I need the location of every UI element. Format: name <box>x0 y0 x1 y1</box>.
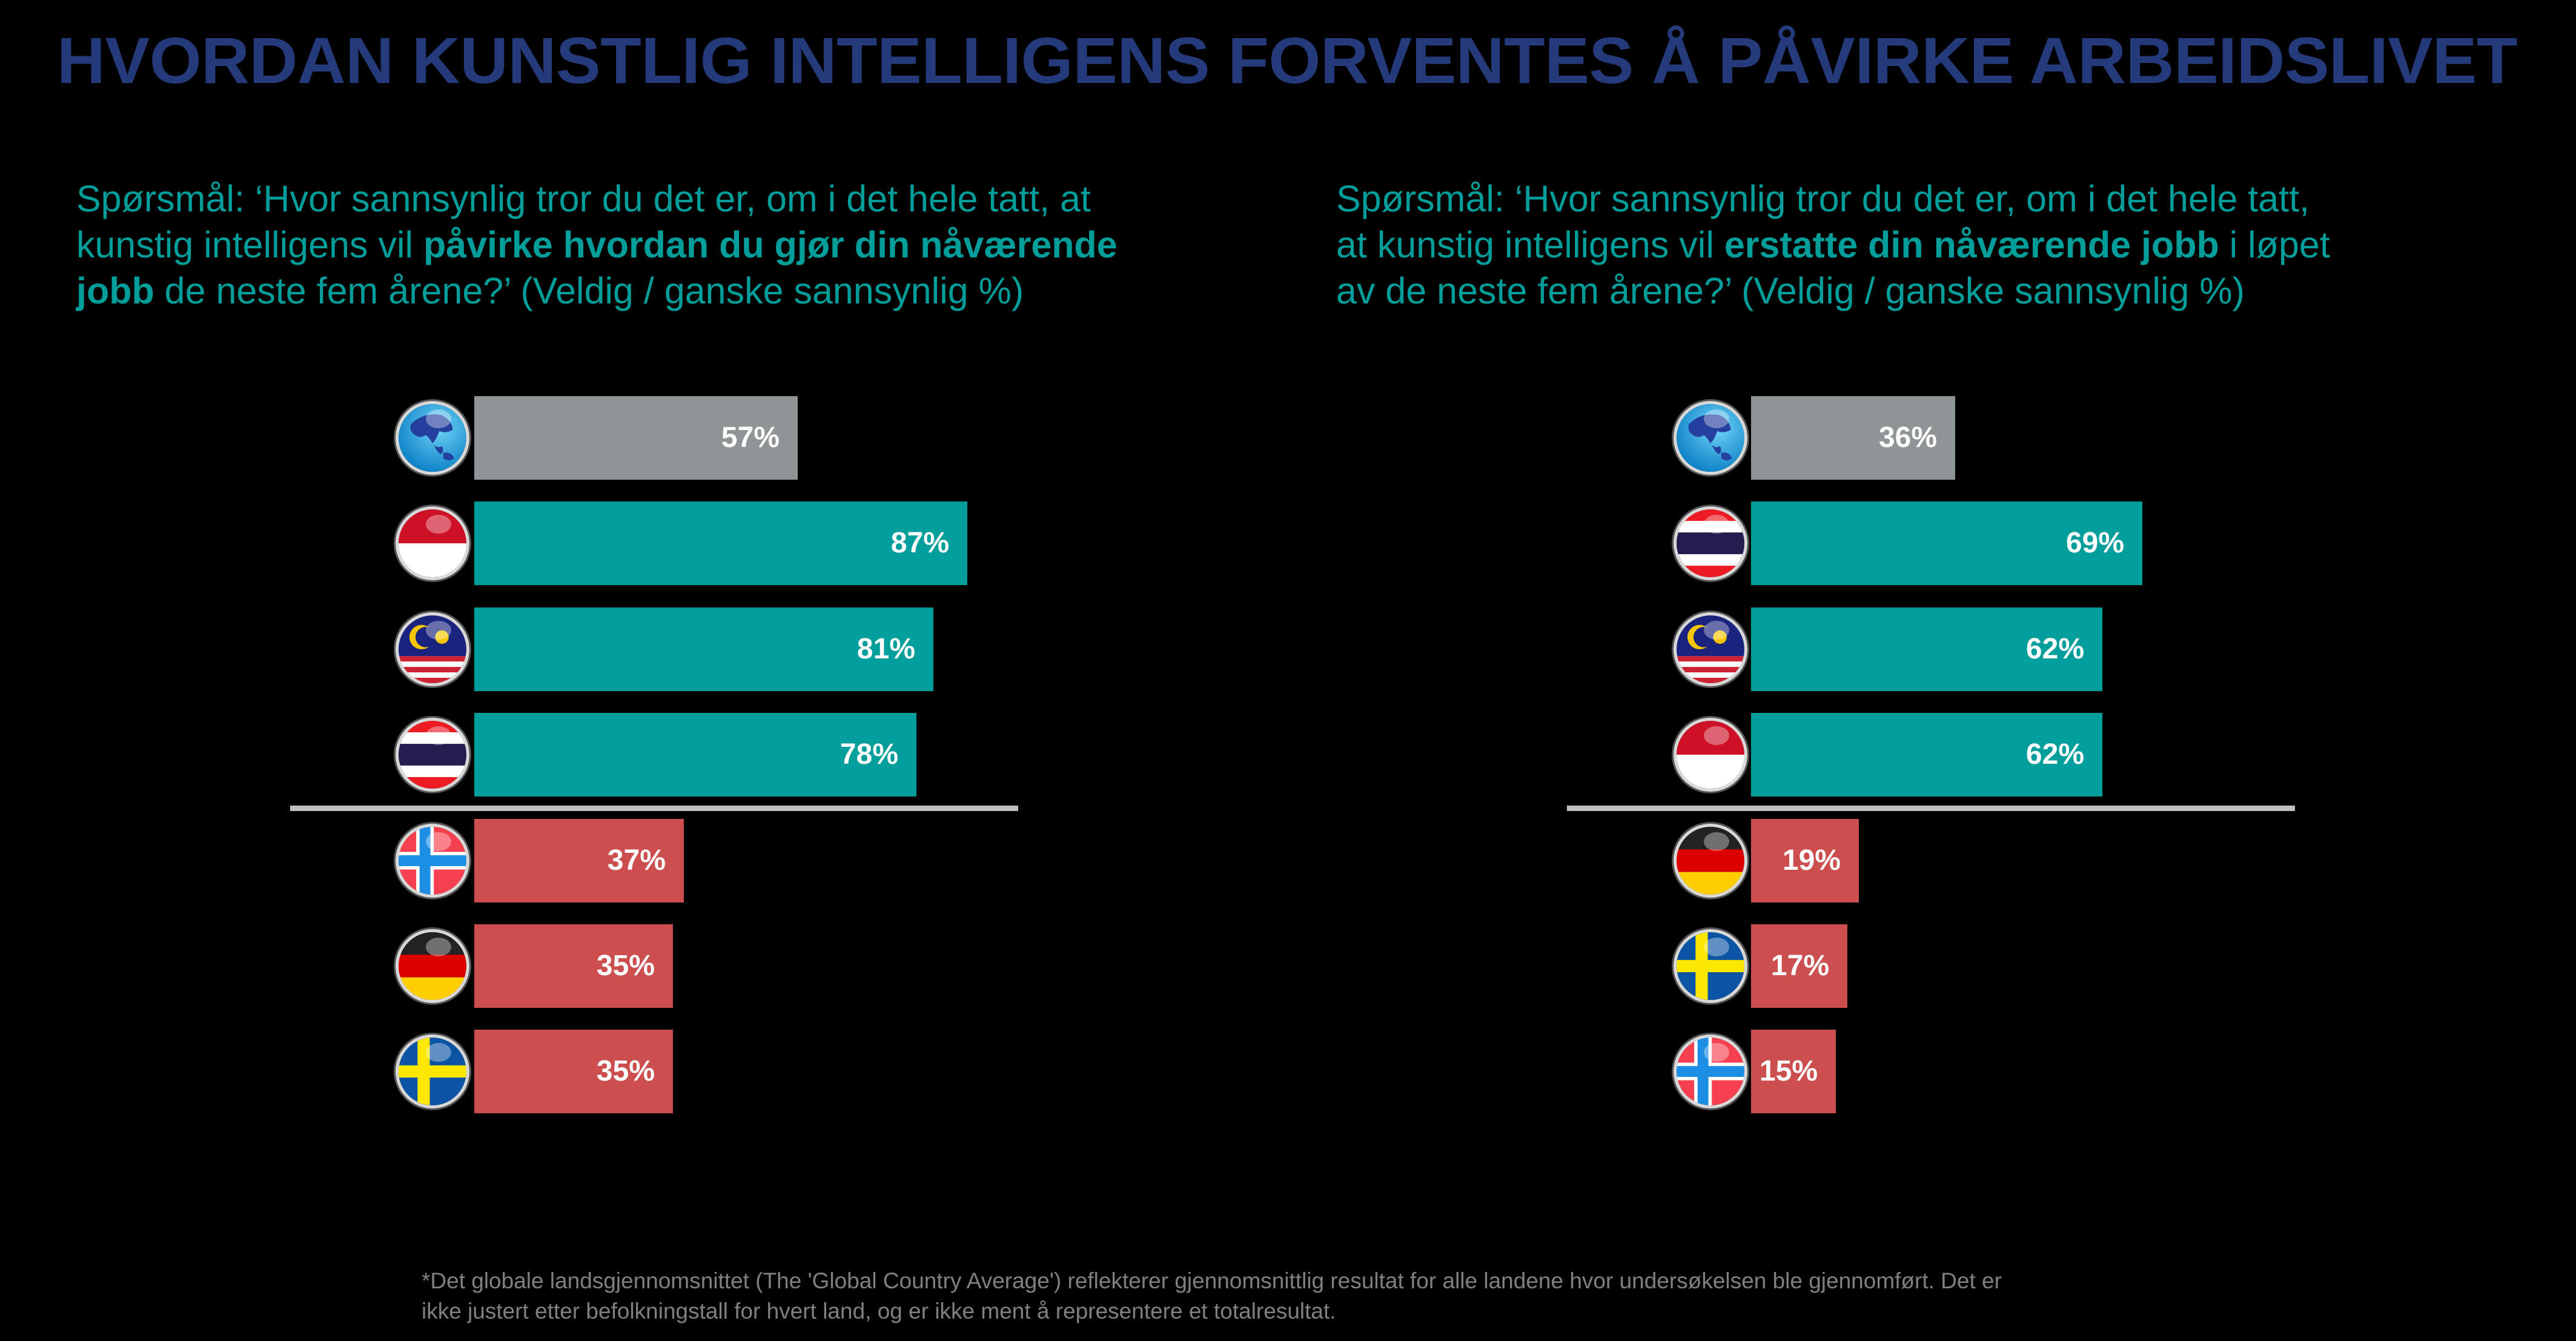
bar: 57% <box>474 396 798 480</box>
indonesia-flag-icon <box>396 506 469 580</box>
bar-value-label: 62% <box>2025 738 2084 770</box>
bar-value-label: 87% <box>890 527 949 559</box>
left-group-separator <box>290 806 1018 811</box>
bar: 87% <box>474 502 967 585</box>
left-question-line-2: kunstig intelligens vil påvirke hvordan … <box>76 222 1117 268</box>
right-question-text: at kunstig intelligens vil <box>1336 224 1724 265</box>
norway-flag-icon <box>396 824 469 898</box>
footnote: *Det globale landsgjennomsnittet (The 'G… <box>422 1266 2239 1326</box>
bar-value-label: 19% <box>1782 844 1841 876</box>
indonesia-flag-icon <box>1674 718 1747 792</box>
left-question: Spørsmål: ‘Hvor sannsynlig tror du det e… <box>76 176 1117 314</box>
left-question-line-1: Spørsmål: ‘Hvor sannsynlig tror du det e… <box>76 178 1091 219</box>
bar-value-label: 36% <box>1878 422 1937 454</box>
sweden-flag-icon <box>1674 929 1747 1003</box>
bar: 78% <box>474 713 916 796</box>
bar: 37% <box>474 819 684 902</box>
right-question-emphasis: erstatte din nåværende jobb <box>1724 224 2219 265</box>
bar: 35% <box>474 924 673 1008</box>
right-question-line-2: at kunstig intelligens vil erstatte din … <box>1336 222 2330 268</box>
malaysia-flag-icon <box>1674 612 1747 686</box>
page-title: HVORDAN KUNSTLIG INTELLIGENS FORVENTES Å… <box>57 24 2518 97</box>
bar: 17% <box>1751 924 1847 1008</box>
bar-value-label: 37% <box>607 844 666 876</box>
bar-value-label: 17% <box>1770 950 1829 982</box>
bar-value-label: 62% <box>2025 633 2084 665</box>
bar: 19% <box>1751 819 1859 902</box>
norway-flag-icon <box>1674 1035 1747 1108</box>
left-question-text: kunstig intelligens vil <box>76 224 424 265</box>
bar: 15% <box>1751 1030 1836 1113</box>
bar-value-label: 78% <box>839 738 898 770</box>
bar-value-label: 69% <box>2065 527 2124 559</box>
bar-value-label: 35% <box>596 950 655 982</box>
footnote-line-2: ikke justert etter befolkningstall for h… <box>422 1299 1336 1323</box>
footnote-line-1: *Det globale landsgjennomsnittet (The 'G… <box>422 1268 2002 1293</box>
right-group-separator <box>1567 806 2295 811</box>
right-question: Spørsmål: ‘Hvor sannsynlig tror du det e… <box>1336 176 2330 314</box>
globe-icon <box>396 401 469 475</box>
bar: 62% <box>1751 713 2102 796</box>
bar-value-label: 15% <box>1759 1055 1818 1087</box>
thailand-flag-icon <box>1674 506 1747 580</box>
right-question-line-1: Spørsmål: ‘Hvor sannsynlig tror du det e… <box>1336 178 2310 219</box>
thailand-flag-icon <box>396 718 469 792</box>
bar: 81% <box>474 608 933 691</box>
germany-flag-icon <box>1674 824 1747 898</box>
bar-value-label: 81% <box>856 633 915 665</box>
left-question-text: de neste fem årene?’ (Veldig / ganske sa… <box>154 270 1024 311</box>
bar-value-label: 35% <box>596 1055 655 1087</box>
bar: 62% <box>1751 608 2102 691</box>
globe-icon <box>1674 401 1747 475</box>
sweden-flag-icon <box>396 1035 469 1108</box>
bar-value-label: 57% <box>721 422 780 454</box>
germany-flag-icon <box>396 929 469 1003</box>
left-question-emphasis: påvirke hvordan du gjør din nåværende <box>423 224 1117 265</box>
right-question-text: i løpet <box>2219 224 2330 265</box>
malaysia-flag-icon <box>396 612 469 686</box>
right-question-line-3: av de neste fem årene?’ (Veldig / ganske… <box>1336 270 2245 311</box>
bar: 69% <box>1751 502 2142 585</box>
left-question-line-3: jobb de neste fem årene?’ (Veldig / gans… <box>76 268 1117 314</box>
bar: 35% <box>474 1030 673 1113</box>
left-question-emphasis: jobb <box>76 270 154 311</box>
bar: 36% <box>1751 396 1955 480</box>
